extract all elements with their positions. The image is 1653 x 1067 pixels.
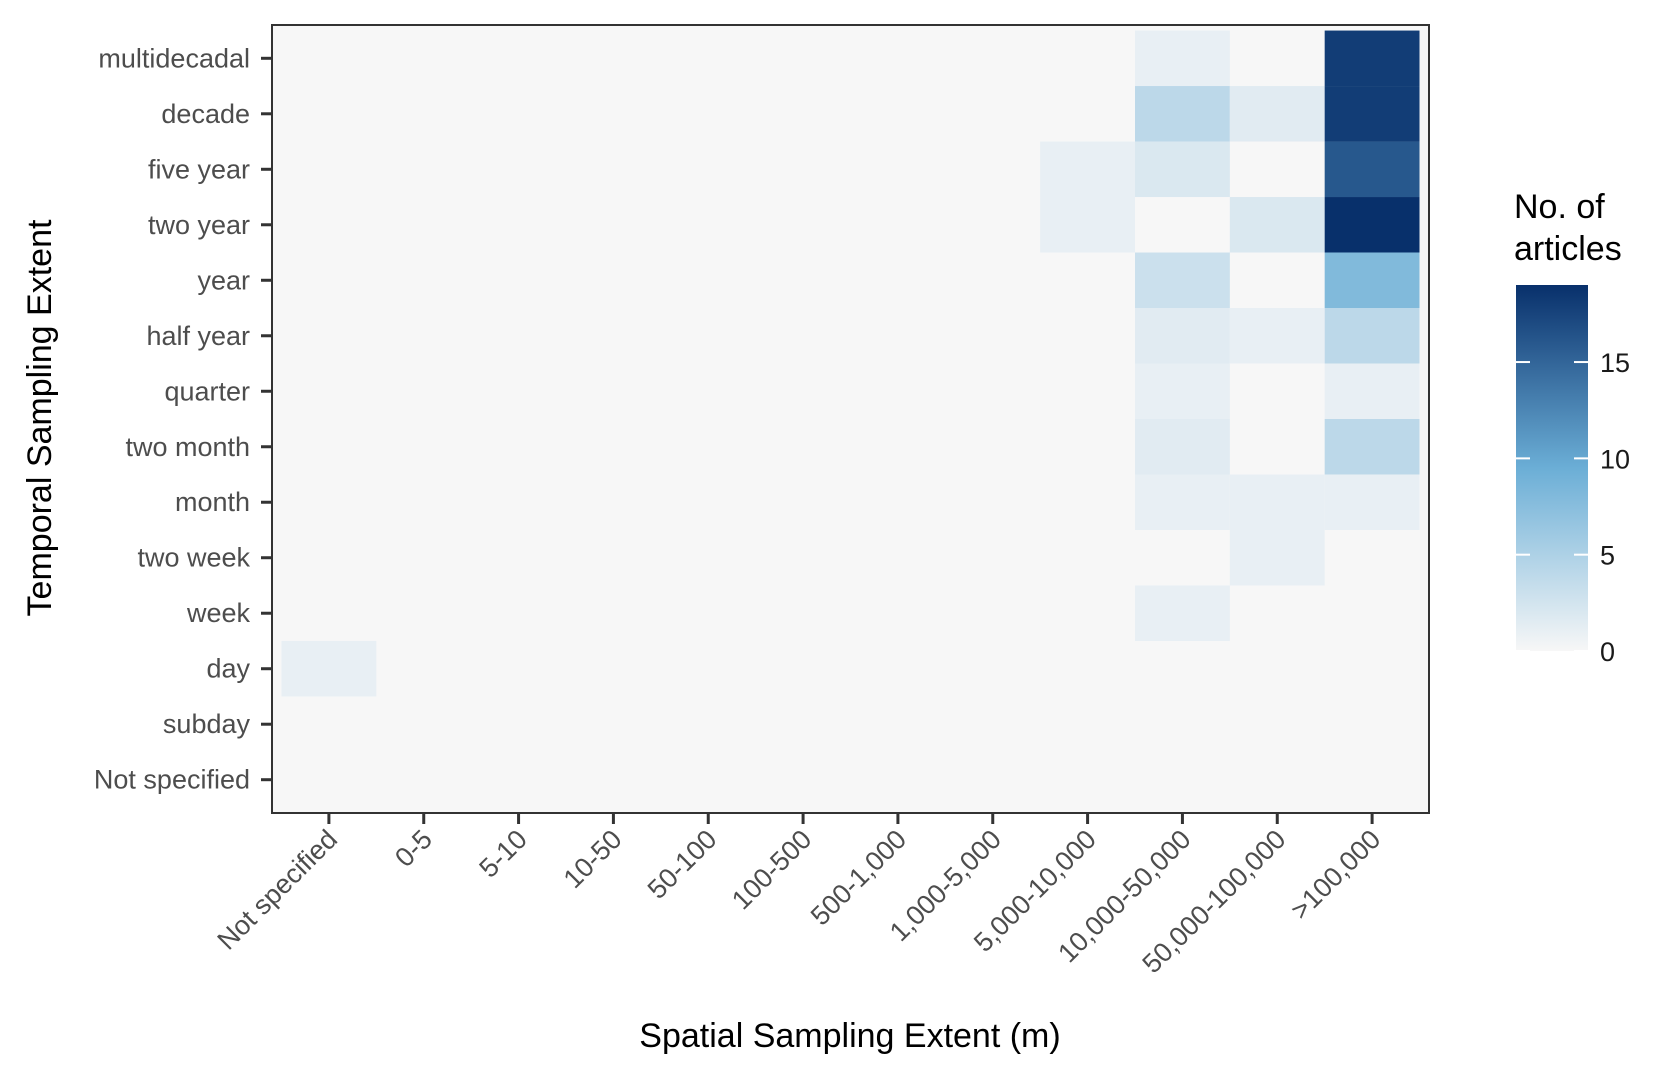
heatmap-cell-month-100-000 [1324,474,1420,530]
heatmap-cell-multidecadal-100-000 [1324,30,1420,87]
legend-ticks: 0 5 10 15 [1516,348,1630,667]
heatmap-cell-day-not-specified [281,640,377,697]
heatmap-cell-half-year-50-000-100-000 [1229,308,1325,364]
plot-panel-border [271,24,1430,814]
y-tick-label-month: month [175,487,250,517]
x-tick-label-0-5: 0-5 [389,824,438,873]
heatmap-cell-decade-50-000-100-000 [1229,86,1325,142]
heatmap-cell-week-10-000-50-000 [1135,585,1230,641]
y-tick-label-two-week: two week [137,543,250,573]
y-tick-label-half-year: half year [146,321,250,351]
y-tick-label-two-year: two year [148,210,250,240]
heatmap-cell-decade-10-000-50-000 [1135,86,1230,142]
y-tick-label-week: week [186,598,251,628]
x-axis-title: Spatial Sampling Extent (m) [639,1017,1060,1055]
x-tick-label-100-000: >100,000 [1285,824,1386,925]
y-tick-label-five-year: five year [148,154,250,184]
heatmap-cell-two-year-100-000 [1324,197,1420,253]
heatmap-cell-decade-100-000 [1324,86,1420,142]
legend-tick-label-2: 10 [1600,444,1630,474]
y-tick-label-day: day [206,654,250,684]
x-tick-label-100-500: 100-500 [726,824,817,915]
heatmap-cell-month-50-000-100-000 [1229,474,1325,530]
y-tick-label-quarter: quarter [164,376,250,406]
heatmap-cell-half-year-100-000 [1324,308,1420,364]
x-tick-label-50-100: 50-100 [642,824,723,905]
plot-panel-background [272,25,1429,813]
y-tick-label-two-month: two month [125,432,250,462]
x-tick-label-not-specified: Not specified [212,824,344,956]
legend-color-bar [1516,285,1588,651]
heatmap-cell-two-year-5-000-10-000 [1040,197,1136,253]
y-tick-label-year: year [197,265,250,295]
x-axis: Not specified 0-5 5-10 10-50 50-100 100-50050… [212,813,1386,979]
legend-title-line-2: articles [1514,230,1622,268]
legend-tick-label-0: 0 [1600,637,1615,667]
y-axis: multidecadal decade five year two year year h… [94,43,272,795]
legend-tick-label-1: 5 [1600,541,1615,571]
y-tick-label-not-specified: Not specified [94,765,250,795]
heatmap-cells [281,30,1420,697]
heatmap-cell-five-year-5-000-10-000 [1040,141,1136,198]
heatmap-cell-two-month-10-000-50-000 [1135,419,1230,475]
heatmap-cell-quarter-100-000 [1324,363,1420,419]
x-tick-label-5-10: 5-10 [473,824,532,883]
color-legend: No. of articles 0 5 10 15 [1514,188,1630,667]
heatmap-cell-quarter-10-000-50-000 [1135,363,1230,419]
heatmap-cell-year-100-000 [1324,252,1420,309]
heatmap-cell-year-10-000-50-000 [1135,252,1230,309]
y-tick-label-multidecadal: multidecadal [98,43,250,73]
heatmap-cell-month-10-000-50-000 [1135,474,1230,530]
x-tick-label-10-50: 10-50 [558,824,628,894]
heatmap-cell-five-year-100-000 [1324,141,1420,198]
legend-tick-label-3: 15 [1600,348,1630,378]
y-tick-label-decade: decade [161,99,250,129]
heatmap-cell-multidecadal-10-000-50-000 [1135,30,1230,87]
heatmap-cell-two-week-50-000-100-000 [1229,529,1325,586]
heatmap-cell-five-year-10-000-50-000 [1135,141,1230,198]
heatmap-cell-half-year-10-000-50-000 [1135,308,1230,364]
legend-title-line-1: No. of [1514,188,1605,226]
heatmap-cell-two-month-100-000 [1324,419,1420,475]
y-tick-label-subday: subday [163,709,251,739]
y-axis-title: Temporal Sampling Extent [21,219,59,616]
heatmap-cell-two-year-50-000-100-000 [1229,197,1325,253]
